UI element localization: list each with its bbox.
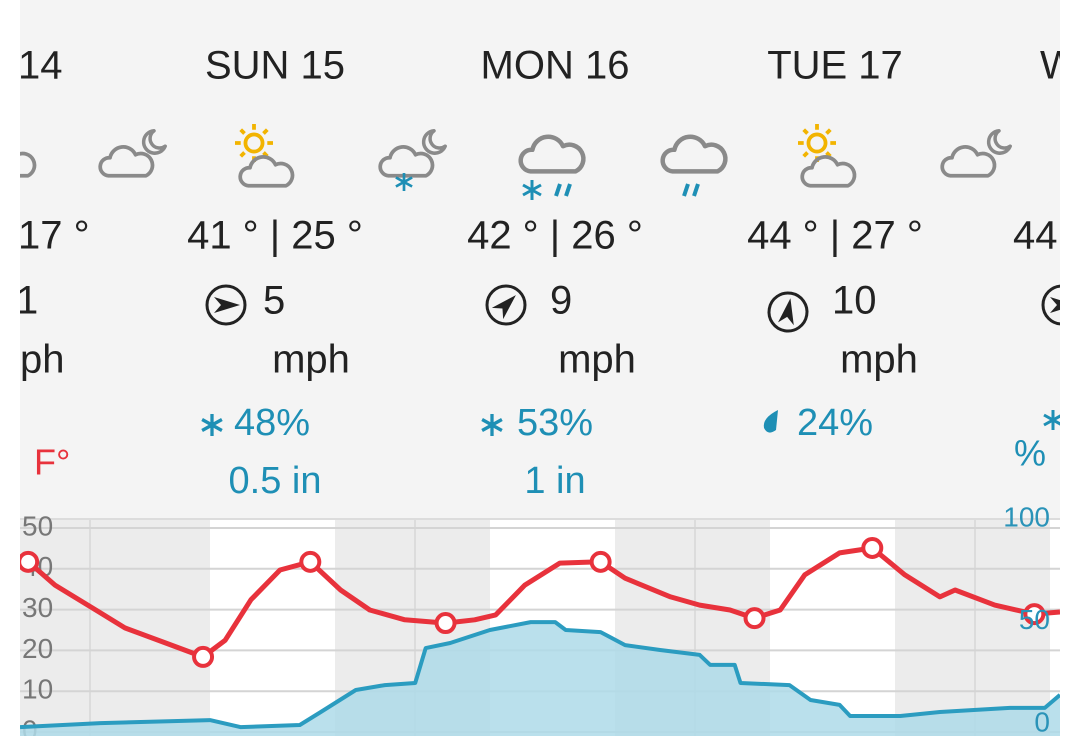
extreme-point [434, 612, 457, 635]
wind-speed: 5 [263, 279, 285, 323]
y-tick-label: 30 [22, 592, 53, 623]
y2-tick-label: 0 [1034, 706, 1050, 736]
precip-chance: 24% [797, 402, 873, 444]
icons [20, 122, 1060, 438]
extreme-point [192, 645, 215, 668]
y2-axis-label: % [1014, 433, 1046, 474]
wind-unit: mph [840, 338, 918, 382]
day-label: 14 [18, 44, 63, 88]
wind-speed: 10 [832, 279, 877, 323]
header-bg [20, 0, 1060, 519]
y-tick-label: 50 [22, 510, 53, 541]
extreme-point [589, 550, 612, 573]
wind-speed: 1 [16, 279, 38, 323]
y2-tick-label: 50 [1019, 604, 1050, 635]
day-label: SUN 15 [205, 44, 345, 88]
wind-unit: mph [272, 338, 350, 382]
extreme-point [1023, 603, 1046, 626]
precip-amount: 0.5 in [229, 460, 322, 502]
y-tick-label: 20 [22, 633, 53, 664]
day-label: MON 16 [481, 44, 630, 88]
line [20, 620, 1060, 730]
temperature: 17 ° [18, 214, 90, 258]
precip-amount: 1 in [524, 460, 585, 502]
chart: 01020304050050100 [20, 501, 1060, 736]
temperature: 41 ° | 25 ° [187, 214, 363, 258]
wind-unit: ph [20, 338, 65, 382]
day-columns: 14 17 ° 1 ph SUN 15 41 ° | 25 ° 5 mph 48… [16, 44, 1078, 502]
extreme-point [299, 550, 322, 573]
extreme-point [861, 536, 884, 559]
precip-chance: 48% [234, 402, 310, 444]
line [26, 545, 1060, 660]
y-axis-label: F° [34, 442, 70, 483]
y-tick-label: 10 [22, 674, 53, 705]
y2-tick-label: 100 [1003, 501, 1050, 532]
extreme-point [743, 607, 766, 630]
wind-speed: 9 [550, 279, 572, 323]
area [20, 622, 1060, 736]
precip-chance: 53% [517, 402, 593, 444]
temperature: 44 ° | 27 ° [747, 214, 923, 258]
day-label: W [1040, 44, 1078, 88]
day-label: TUE 17 [767, 44, 903, 88]
wind-unit: mph [558, 338, 636, 382]
temperature: 44 [1013, 214, 1058, 258]
extreme-point [20, 550, 40, 573]
temperature: 42 ° | 26 ° [467, 214, 643, 258]
